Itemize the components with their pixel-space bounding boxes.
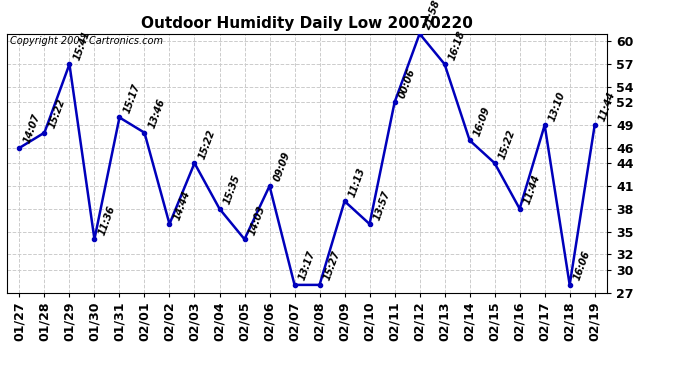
Text: 11:13: 11:13 — [347, 166, 367, 198]
Title: Outdoor Humidity Daily Low 20070220: Outdoor Humidity Daily Low 20070220 — [141, 16, 473, 31]
Text: 16:09: 16:09 — [473, 105, 493, 138]
Text: 14:07: 14:07 — [22, 113, 42, 145]
Text: 13:46: 13:46 — [147, 98, 167, 130]
Text: 16:06: 16:06 — [573, 250, 593, 282]
Text: 11:36: 11:36 — [97, 204, 117, 237]
Text: 15:41: 15:41 — [72, 29, 92, 62]
Text: 13:17: 13:17 — [297, 250, 317, 282]
Text: 15:22: 15:22 — [497, 128, 518, 160]
Text: 11:44: 11:44 — [522, 174, 542, 206]
Text: 09:09: 09:09 — [273, 151, 293, 183]
Text: 00:06: 00:06 — [397, 67, 417, 99]
Text: 15:22: 15:22 — [47, 98, 67, 130]
Text: 14:03: 14:03 — [247, 204, 267, 237]
Text: 13:57: 13:57 — [373, 189, 393, 221]
Text: 15:22: 15:22 — [197, 128, 217, 160]
Text: 15:17: 15:17 — [122, 82, 142, 115]
Text: 11:44: 11:44 — [598, 90, 618, 122]
Text: 21:58: 21:58 — [422, 0, 442, 31]
Text: 15:35: 15:35 — [222, 174, 242, 206]
Text: 16:18: 16:18 — [447, 29, 467, 62]
Text: 15:27: 15:27 — [322, 250, 342, 282]
Text: 13:10: 13:10 — [547, 90, 567, 122]
Text: Copyright 2007 Cartronics.com: Copyright 2007 Cartronics.com — [10, 36, 163, 46]
Text: 14:44: 14:44 — [172, 189, 193, 221]
